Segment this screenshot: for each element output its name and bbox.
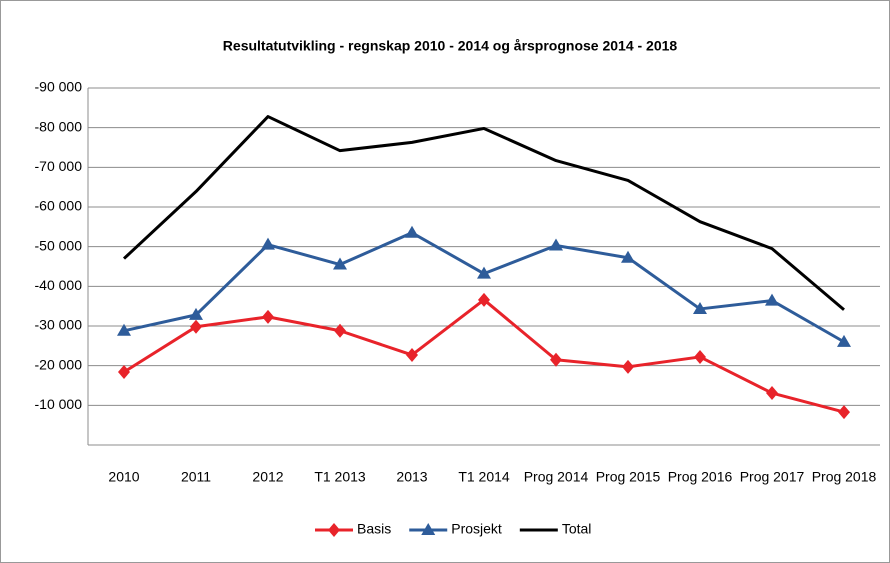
legend-marker: [328, 523, 340, 537]
legend-marker: [421, 523, 436, 535]
x-tick-label: Prog 2015: [596, 469, 661, 485]
y-tick-label: -40 000: [35, 277, 83, 293]
marker: [766, 386, 778, 401]
legend-label: Total: [562, 521, 592, 537]
y-tick-label: -10 000: [35, 396, 83, 412]
marker: [405, 225, 419, 238]
marker: [621, 250, 635, 263]
marker: [693, 301, 707, 314]
x-tick-label: Prog 2014: [524, 469, 589, 485]
line: [122, 115, 845, 311]
x-tick-label: 2013: [396, 469, 427, 485]
marker: [549, 238, 563, 251]
marker: [478, 292, 490, 307]
x-tick-label: T1 2014: [458, 469, 510, 485]
marker: [333, 257, 347, 270]
marker: [117, 323, 131, 336]
y-tick-label: -70 000: [35, 158, 83, 174]
x-tick-label: Prog 2017: [740, 469, 805, 485]
marker: [477, 266, 491, 279]
y-tick-label: -50 000: [35, 237, 83, 253]
x-tick-label: 2011: [181, 469, 211, 485]
y-tick-label: -90 000: [35, 79, 83, 95]
marker: [550, 352, 562, 367]
y-tick-label: -20 000: [35, 356, 83, 372]
marker: [261, 237, 275, 250]
marker: [118, 365, 130, 380]
y-tick-label: -30 000: [35, 317, 83, 333]
x-tick-label: 2012: [252, 469, 283, 485]
marker: [765, 293, 779, 306]
x-tick-label: 2010: [108, 469, 139, 485]
marker: [837, 334, 851, 347]
x-tick-label: Prog 2016: [668, 469, 733, 485]
marker: [334, 323, 346, 338]
x-tick-label: Prog 2018: [812, 469, 877, 485]
x-tick-label: T1 2013: [314, 469, 366, 485]
marker: [838, 405, 850, 420]
marker: [189, 307, 203, 320]
chart-title: Resultatutvikling - regnskap 2010 - 2014…: [223, 38, 678, 54]
marker: [190, 319, 202, 334]
marker: [262, 309, 274, 324]
legend-label: Prosjekt: [451, 521, 502, 537]
y-tick-label: -80 000: [35, 118, 83, 134]
y-tick-label: -60 000: [35, 198, 83, 214]
marker: [406, 347, 418, 362]
marker: [622, 359, 634, 374]
marker: [694, 349, 706, 364]
legend-label: Basis: [357, 521, 391, 537]
